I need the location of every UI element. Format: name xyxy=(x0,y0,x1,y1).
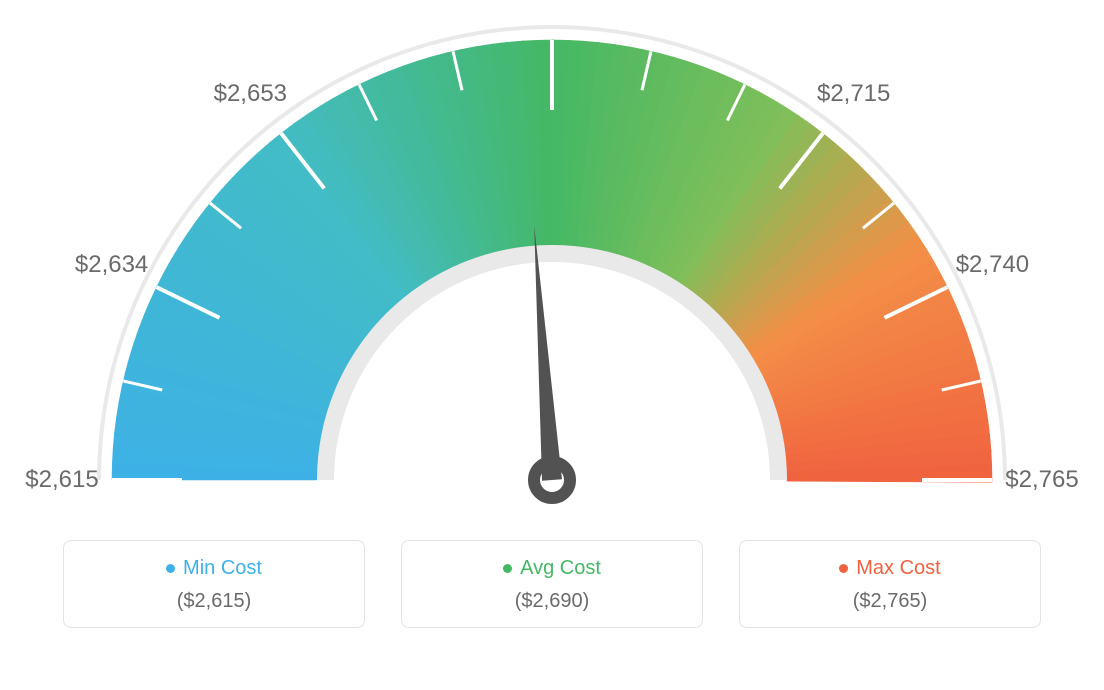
legend-title-avg: Avg Cost xyxy=(402,557,702,580)
legend-value-max: ($2,765) xyxy=(740,590,1040,613)
legend-label-min: Min Cost xyxy=(183,557,262,579)
gauge-tick-label: $2,715 xyxy=(817,80,890,108)
legend-label-max: Max Cost xyxy=(856,557,940,579)
gauge-svg xyxy=(0,0,1104,530)
legend-dot-max xyxy=(839,564,848,573)
legend-title-max: Max Cost xyxy=(740,557,1040,580)
gauge-tick-label: $2,690 xyxy=(515,0,588,4)
legend-dot-avg xyxy=(503,564,512,573)
legend-value-avg: ($2,690) xyxy=(402,590,702,613)
gauge-tick-label: $2,765 xyxy=(1005,466,1078,494)
legend-card-avg: Avg Cost ($2,690) xyxy=(401,540,703,628)
gauge-tick-label: $2,634 xyxy=(75,251,148,279)
legend-row: Min Cost ($2,615) Avg Cost ($2,690) Max … xyxy=(0,540,1104,628)
gauge-tick-label: $2,740 xyxy=(956,251,1029,279)
gauge-chart: $2,615 $2,634 $2,653 $2,690 $2,715 $2,740 $2,7… xyxy=(0,0,1104,530)
legend-card-max: Max Cost ($2,765) xyxy=(739,540,1041,628)
gauge-tick-label: $2,615 xyxy=(25,466,98,494)
legend-dot-min xyxy=(166,564,175,573)
legend-title-min: Min Cost xyxy=(64,557,364,580)
cost-gauge-container: $2,615 $2,634 $2,653 $2,690 $2,715 $2,740 $2,7… xyxy=(0,0,1104,690)
legend-card-min: Min Cost ($2,615) xyxy=(63,540,365,628)
legend-label-avg: Avg Cost xyxy=(520,557,601,579)
legend-value-min: ($2,615) xyxy=(64,590,364,613)
gauge-tick-label: $2,653 xyxy=(214,80,287,108)
